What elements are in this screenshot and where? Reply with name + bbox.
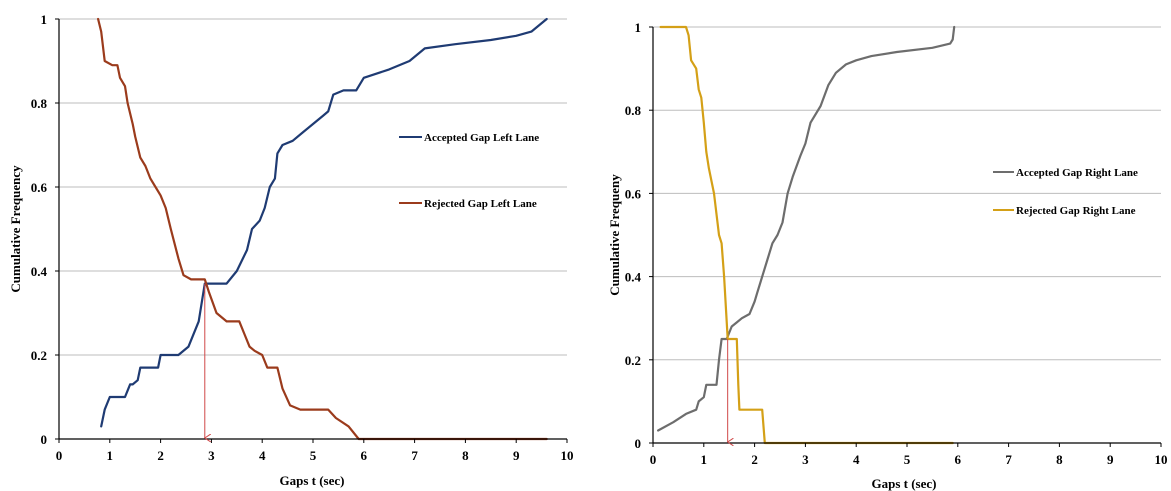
right-x-tick-label-5: 5 (904, 452, 911, 467)
legend-label-accepted-right: Accepted Gap Right Lane (1016, 167, 1138, 179)
legend-label-rejected-left: Rejected Gap Left Lane (424, 198, 537, 210)
left-chart-y-axis-title: Cumulative Frequency (8, 165, 23, 293)
left-chart-x-axis-title: Gaps t (sec) (280, 473, 345, 488)
series-line-accepted-gap-left-lane (100, 17, 548, 428)
right-y-tick-label-4: 0.8 (625, 103, 642, 118)
right-y-tick-label-1: 0.2 (625, 353, 641, 368)
left-x-tick-label-5: 5 (310, 448, 317, 463)
left-y-tick-label-4: 0.8 (31, 96, 48, 111)
left-chart-grid (59, 18, 567, 356)
right-y-tick-label-2: 0.4 (625, 270, 642, 285)
left-y-tick-label-0: 0 (41, 432, 48, 447)
left-chart-y-tick-labels: 0 0.2 0.4 0.6 0.8 1 (31, 12, 48, 447)
left-x-tick-label-10: 10 (561, 448, 574, 463)
legend-label-accepted-left: Accepted Gap Left Lane (424, 132, 539, 144)
legend-label-rejected-right: Rejected Gap Right Lane (1016, 205, 1136, 217)
left-x-tick-label-1: 1 (107, 448, 114, 463)
series-line-accepted-gap-right-lane (656, 25, 956, 432)
right-x-tick-label-2: 2 (751, 452, 758, 467)
right-chart-x-tick-labels: 0 1 2 3 4 5 6 7 8 9 10 (650, 452, 1168, 467)
left-x-tick-label-7: 7 (411, 448, 418, 463)
series-line-rejected-gap-left-lane (96, 17, 548, 441)
left-chart-series-layer (96, 17, 548, 441)
left-chart-panel: 0 1 2 3 4 5 6 7 8 9 10 0 0.2 0.4 0.6 0.8 1 Gaps t (sec)… (8, 12, 574, 488)
left-x-tick-label-0: 0 (56, 448, 63, 463)
right-x-tick-label-10: 10 (1155, 452, 1168, 467)
right-x-tick-label-1: 1 (701, 452, 708, 467)
left-y-tick-label-3: 0.6 (31, 180, 48, 195)
right-x-tick-label-7: 7 (1005, 452, 1012, 467)
right-x-tick-label-4: 4 (853, 452, 860, 467)
right-chart-y-tick-labels: 0 0.2 0.4 0.6 0.8 1 (625, 20, 642, 451)
right-x-tick-label-6: 6 (955, 452, 962, 467)
right-chart-series-layer (656, 25, 956, 445)
right-chart-legend: Accepted Gap Right Lane Rejected Gap Rig… (993, 167, 1138, 217)
right-chart-y-axis-title: Cumulative Frequeny (607, 174, 622, 296)
right-chart-x-axis-title: Gaps t (sec) (872, 476, 937, 491)
left-chart-axes (55, 18, 568, 443)
left-y-tick-label-5: 1 (41, 12, 48, 27)
right-chart-panel: 0 1 2 3 4 5 6 7 8 9 10 0 0.2 0.4 0.6 0.8 1 Gaps t (sec)… (607, 20, 1168, 491)
right-chart-axes (649, 26, 1162, 447)
left-x-tick-label-4: 4 (259, 448, 266, 463)
left-x-tick-label-2: 2 (157, 448, 164, 463)
left-x-tick-label-6: 6 (361, 448, 368, 463)
left-chart-x-tick-labels: 0 1 2 3 4 5 6 7 8 9 10 (56, 448, 574, 463)
left-chart-legend: Accepted Gap Left Lane Rejected Gap Left… (399, 132, 539, 210)
left-x-tick-label-3: 3 (208, 448, 215, 463)
right-chart-grid (653, 26, 1161, 361)
right-y-tick-label-0: 0 (635, 436, 642, 451)
left-x-tick-label-9: 9 (513, 448, 520, 463)
series-line-rejected-gap-right-lane (659, 25, 954, 445)
left-y-tick-label-1: 0.2 (31, 348, 47, 363)
right-y-tick-label-5: 1 (635, 20, 642, 35)
left-y-tick-label-2: 0.4 (31, 264, 48, 279)
right-x-tick-label-0: 0 (650, 452, 657, 467)
right-x-tick-label-8: 8 (1056, 452, 1063, 467)
right-y-tick-label-3: 0.6 (625, 186, 642, 201)
right-x-tick-label-9: 9 (1107, 452, 1114, 467)
left-x-tick-label-8: 8 (462, 448, 469, 463)
right-x-tick-label-3: 3 (802, 452, 809, 467)
